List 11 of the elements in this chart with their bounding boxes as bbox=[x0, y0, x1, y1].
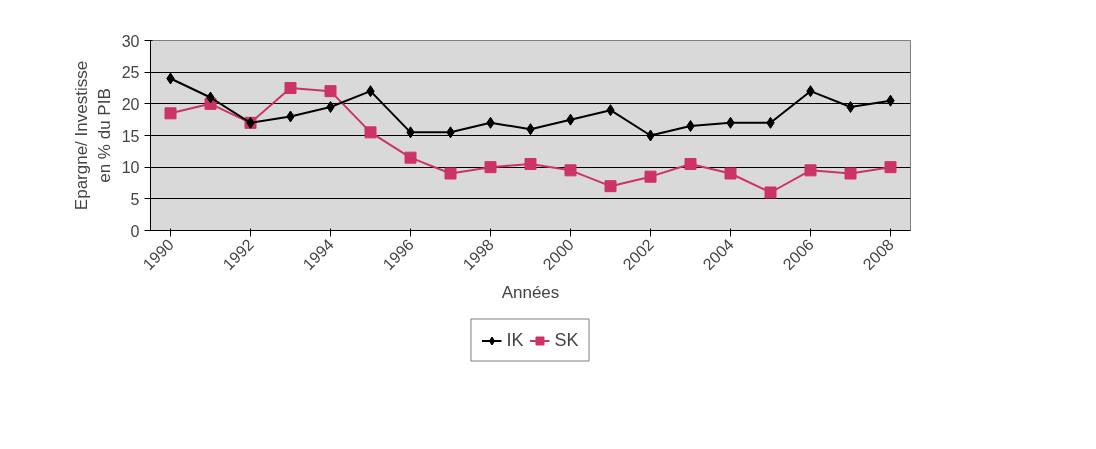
y-tick-label: 0 bbox=[130, 222, 140, 240]
legend-label: IK bbox=[506, 329, 525, 351]
y-tick-label: 30 bbox=[121, 32, 140, 50]
y-tick-label: 5 bbox=[130, 190, 140, 208]
y-tick-label: 15 bbox=[121, 127, 140, 145]
y-tick-label: 10 bbox=[121, 159, 140, 177]
y-tick-label: 25 bbox=[121, 64, 140, 82]
x-axis-title: Années bbox=[501, 283, 560, 303]
legend-label: SK bbox=[554, 329, 579, 351]
y-tick-label: 20 bbox=[121, 95, 140, 113]
y-axis-title: Epargne/ Investisse en % du PIB bbox=[71, 60, 114, 211]
